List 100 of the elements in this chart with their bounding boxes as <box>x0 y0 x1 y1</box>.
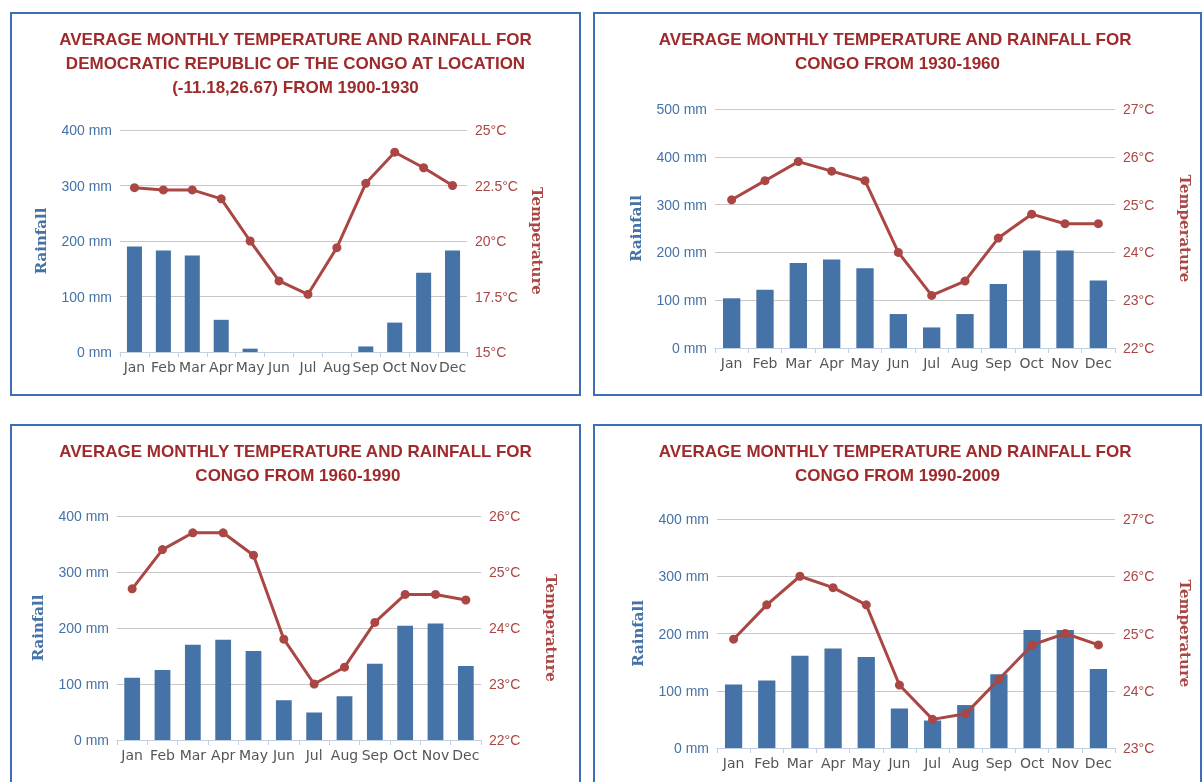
point <box>245 236 255 246</box>
x-tick-label: Nov <box>409 359 438 375</box>
bar <box>1023 250 1041 348</box>
point <box>762 600 772 610</box>
y2-tick-label: 26°C <box>1123 568 1155 585</box>
point <box>795 571 805 581</box>
bar <box>275 700 292 740</box>
point <box>274 276 284 286</box>
y2-tick-label: 25°C <box>475 122 507 138</box>
chart-title: AVERAGE MONTHLY TEMPERATURE AND RAINFALL FOR CONGO FROM 1990-2009 <box>658 441 1137 485</box>
x-tick-label: Jun <box>886 355 910 371</box>
bar <box>215 639 232 740</box>
point <box>828 583 838 593</box>
y2-tick-label: 15°C <box>475 344 507 360</box>
point <box>893 247 903 257</box>
x-tick-label: Oct <box>1019 355 1045 371</box>
point <box>431 589 440 599</box>
y-axis-title: Rainfall <box>626 194 645 262</box>
point <box>309 679 319 689</box>
x-tick-label: Aug <box>951 355 979 371</box>
y-tick-label: 400 mm <box>658 511 709 527</box>
x-tick-label: Aug <box>330 747 359 763</box>
point <box>303 289 313 299</box>
x-tick-label: Sep <box>985 355 1012 371</box>
point <box>727 195 737 205</box>
y-tick-label: 0 mm <box>77 344 112 360</box>
x-tick-label: Dec <box>438 359 467 375</box>
y2-tick-label: 23°C <box>1123 292 1155 309</box>
point <box>994 674 1004 684</box>
point <box>861 600 871 610</box>
bar <box>889 314 907 348</box>
y-tick-label: 0 mm <box>74 732 109 748</box>
point <box>793 157 803 167</box>
point <box>1093 219 1103 229</box>
bar <box>184 255 200 352</box>
bar <box>358 346 374 352</box>
y-tick-label: 300 mm <box>656 196 707 213</box>
point <box>729 634 739 644</box>
y2-tick-label: 23°C <box>1123 740 1155 756</box>
y2-tick-label: 17.5°C <box>475 288 518 305</box>
y2-axis-title: Temperature <box>541 574 560 682</box>
bar <box>397 625 414 740</box>
bar <box>789 262 807 348</box>
y2-tick-label: 26°C <box>489 508 521 524</box>
bar <box>126 246 142 352</box>
chart-title: AVERAGE MONTHLY TEMPERATURE AND RAINFALL FOR CONGO FROM 1960-1990 <box>59 441 532 485</box>
point <box>188 528 198 538</box>
bar <box>427 623 444 740</box>
point <box>158 545 167 555</box>
x-tick-label: Jun <box>271 747 295 763</box>
bar <box>184 644 201 740</box>
bar <box>416 272 432 352</box>
x-tick-label: Jul <box>298 359 317 375</box>
y2-axis-title: Temperature <box>527 187 546 295</box>
bar <box>758 680 776 748</box>
y2-axis-title: Temperature <box>1175 174 1194 283</box>
y2-tick-label: 20°C <box>475 233 507 249</box>
point <box>400 589 410 599</box>
bar <box>923 327 941 348</box>
x-tick-label: May <box>850 355 880 371</box>
y-tick-label: 200 mm <box>658 625 709 642</box>
x-tick-label: Apr <box>820 755 846 771</box>
point <box>361 178 371 188</box>
bar <box>445 250 461 352</box>
y-tick-label: 100 mm <box>656 292 707 309</box>
y-tick-label: 100 mm <box>58 676 109 692</box>
x-tick-label: Jun <box>267 359 290 375</box>
point <box>279 634 289 644</box>
y-tick-label: 500 mm <box>656 101 707 117</box>
point <box>158 185 168 195</box>
x-tick-label: Jan <box>721 755 745 771</box>
point <box>249 550 258 560</box>
bar <box>989 283 1007 348</box>
bar <box>857 656 875 748</box>
point <box>827 166 837 176</box>
bar <box>956 314 974 348</box>
x-tick-label: Jul <box>304 747 323 763</box>
y2-axis-title: Temperature <box>1175 579 1194 688</box>
x-tick-label: Feb <box>150 747 175 763</box>
point <box>1060 629 1070 638</box>
x-tick-label: Nov <box>421 747 450 763</box>
x-tick-label: Mar <box>786 755 814 771</box>
x-tick-label: May <box>851 755 881 771</box>
y-tick-label: 100 mm <box>658 682 709 699</box>
bar <box>457 666 474 740</box>
x-tick-label: Apr <box>209 359 234 375</box>
bar <box>387 322 403 352</box>
y-axis-title: Rainfall <box>31 207 50 275</box>
point <box>340 662 349 672</box>
y2-tick-label: 23°C <box>489 676 521 692</box>
y-tick-label: 200 mm <box>58 620 109 636</box>
x-tick-label: Nov <box>1051 355 1079 371</box>
bar <box>306 712 323 740</box>
point <box>760 176 770 186</box>
x-tick-label: Oct <box>1019 755 1045 771</box>
bar <box>823 259 841 348</box>
bar <box>1056 630 1074 748</box>
x-tick-label: Apr <box>211 747 236 763</box>
point <box>187 185 197 195</box>
bar <box>856 268 874 348</box>
